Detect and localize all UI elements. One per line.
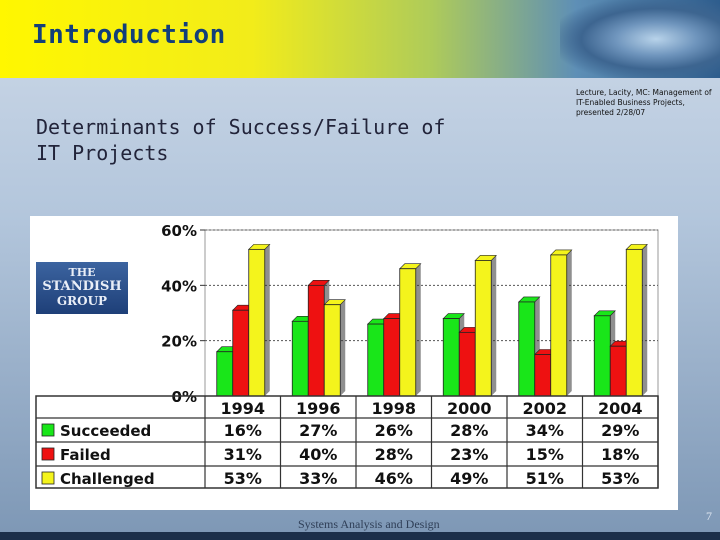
- logo-line-2: STANDISH: [42, 279, 122, 294]
- x-tick-label: 2004: [598, 399, 643, 418]
- data-label: 16%: [224, 421, 262, 440]
- data-label: 29%: [601, 421, 639, 440]
- legend-swatch: [41, 471, 55, 485]
- y-tick-label: 40%: [161, 277, 197, 295]
- data-label: 18%: [601, 445, 639, 464]
- legend-label: Challenged: [60, 470, 155, 488]
- data-label: 28%: [450, 421, 488, 440]
- data-label: 27%: [299, 421, 337, 440]
- bar-challenged-1996: [323, 304, 341, 397]
- legend-label: Succeeded: [60, 422, 151, 440]
- chart-panel: 0% 20% 40% 60% 1994 1996 1998 2000 2002 2004 Succe…: [30, 216, 678, 510]
- data-label: 49%: [450, 469, 488, 488]
- legend-swatch: [41, 447, 55, 461]
- page-number: 7: [706, 509, 712, 523]
- bar-succeeded-2004: [593, 315, 611, 397]
- data-label: 40%: [299, 445, 337, 464]
- bar-succeeded-1994: [216, 351, 234, 397]
- bar-failed-2002: [534, 354, 552, 397]
- legend-swatch: [41, 423, 55, 437]
- x-tick-label: 1994: [220, 399, 265, 418]
- y-tick-label: 60%: [161, 222, 197, 240]
- data-label: 46%: [375, 469, 413, 488]
- data-label: 23%: [450, 445, 488, 464]
- bar-failed-2004: [609, 345, 627, 397]
- bar-side: [642, 244, 648, 396]
- data-label: 15%: [526, 445, 564, 464]
- data-label: 53%: [601, 469, 639, 488]
- bar-side: [415, 263, 421, 396]
- y-tick-label: 20%: [161, 333, 197, 351]
- bar-chart: 0% 20% 40% 60% 1994 1996 1998 2000 2002 2004 Succe…: [35, 222, 659, 489]
- bar-side: [566, 249, 572, 396]
- slide-subtitle: Determinants of Success/Failure of IT Pr…: [36, 115, 446, 165]
- bottom-strip: [0, 532, 720, 540]
- bar-failed-1998: [383, 318, 401, 397]
- bar-succeeded-2002: [518, 301, 536, 397]
- reference-note: Lecture, Lacity, MC: Management of IT-En…: [576, 88, 712, 117]
- data-label: 33%: [299, 469, 337, 488]
- bar-challenged-2000: [474, 260, 492, 397]
- bar-challenged-1998: [399, 268, 417, 397]
- footer-text: Systems Analysis and Design: [298, 517, 440, 531]
- title-bar: Introduction: [0, 0, 720, 78]
- bar-side: [340, 299, 346, 396]
- eye-graphic: [560, 0, 720, 78]
- bar-challenged-2002: [550, 254, 568, 397]
- bar-failed-1996: [307, 284, 325, 397]
- bar-side: [491, 255, 497, 396]
- data-label: 31%: [224, 445, 262, 464]
- bar-side: [264, 244, 270, 396]
- x-tick-label: 1996: [296, 399, 341, 418]
- bar-succeeded-2000: [442, 318, 460, 397]
- y-tick-label: 0%: [172, 388, 197, 406]
- bar-challenged-2004: [625, 248, 643, 397]
- standish-group-logo: THE STANDISH GROUP: [36, 262, 128, 314]
- data-label: 51%: [526, 469, 564, 488]
- bar-failed-2000: [458, 331, 476, 397]
- legend-label: Failed: [60, 446, 111, 464]
- slide-title: Introduction: [32, 20, 226, 50]
- x-tick-label: 1998: [371, 399, 416, 418]
- data-label: 53%: [224, 469, 262, 488]
- x-tick-label: 2002: [522, 399, 567, 418]
- logo-line-3: GROUP: [56, 294, 108, 308]
- x-tick-label: 2000: [447, 399, 492, 418]
- bar-succeeded-1996: [291, 320, 309, 397]
- logo-line-1: THE: [68, 266, 96, 279]
- data-label: 34%: [526, 421, 564, 440]
- data-label: 28%: [375, 445, 413, 464]
- plot-area: [204, 229, 659, 397]
- bar-challenged-1994: [248, 248, 266, 397]
- data-label: 26%: [375, 421, 413, 440]
- bar-failed-1994: [232, 309, 250, 397]
- bar-succeeded-1998: [367, 323, 385, 397]
